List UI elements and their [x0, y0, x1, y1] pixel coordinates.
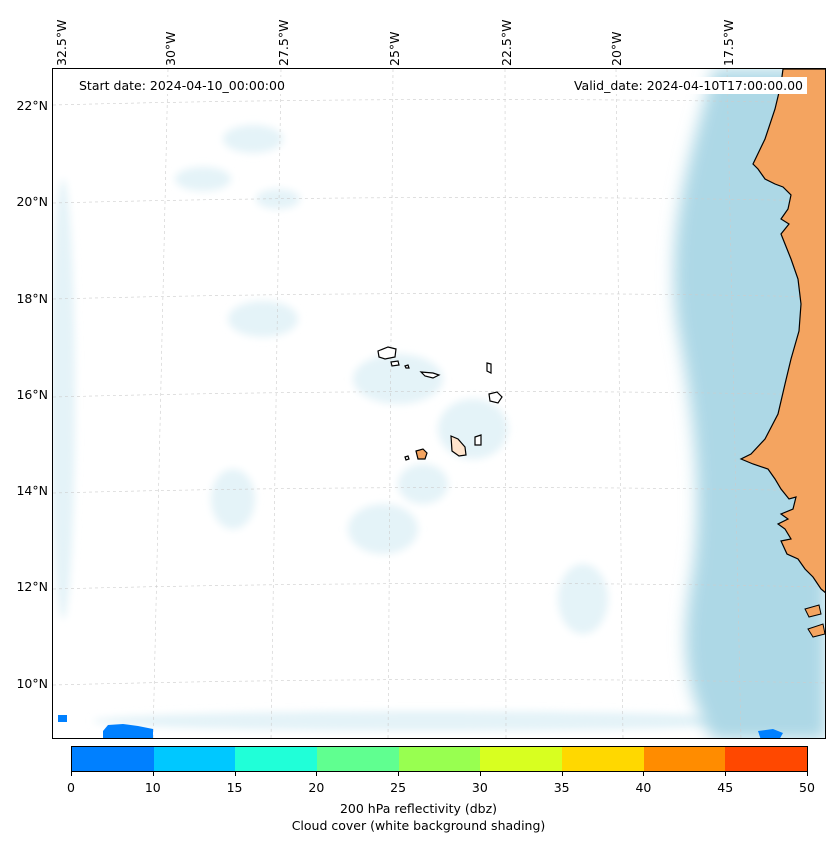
colorbar-tick: [807, 772, 808, 776]
cloud-patch: [558, 564, 608, 634]
gridline: [152, 69, 169, 738]
island-santa-luzia: [404, 364, 410, 369]
colorbar-tick-label: 40: [635, 780, 652, 795]
cloud-patch: [348, 504, 418, 554]
gridline: [387, 69, 394, 738]
cloud-patch: [93, 711, 773, 731]
gridline: [270, 69, 282, 738]
island-boa-vista: [488, 391, 503, 404]
colorbar-tick: [398, 772, 400, 776]
colorbar-tick-label: 30: [471, 780, 488, 795]
cloud-patch: [53, 179, 75, 619]
lon-label-25w: 25°W: [387, 31, 402, 66]
colorbar-tick-label: 50: [799, 780, 815, 795]
colorbar-tick-label: 20: [308, 780, 325, 795]
lat-label-18n: 18°N: [16, 291, 48, 306]
cloud-patch: [438, 399, 508, 459]
map-plot-area: Start date: 2024-04-10_00:00:00 Valid_da…: [52, 68, 826, 739]
faint-cloud-patches: [53, 125, 773, 731]
island-maio: [474, 434, 482, 446]
colorbar-segment: [317, 747, 399, 771]
colorbar-tick: [561, 772, 563, 776]
colorbar-tick: [643, 772, 645, 776]
colorbar-segment: [643, 747, 726, 771]
lat-label-12n: 12°N: [16, 579, 48, 594]
reflectivity-patch: [758, 729, 783, 738]
colorbar-segment: [72, 747, 154, 771]
island-santiago: [450, 435, 467, 457]
lon-label-22-5w: 22.5°W: [499, 19, 514, 66]
reflectivity-patch: [103, 724, 153, 738]
gridline: [53, 487, 825, 494]
colorbar-title: 200 hPa reflectivity (dbz): [339, 801, 498, 816]
lon-label-30w: 30°W: [163, 31, 178, 66]
gridlines: [53, 69, 825, 738]
lat-label-10n: 10°N: [16, 676, 48, 691]
colorbar-tick-label: 10: [144, 780, 161, 795]
reflectivity-colorbar: [71, 746, 808, 772]
colorbar-tick: [479, 772, 481, 776]
start-date-label: Start date: 2024-04-10_00:00:00: [75, 77, 289, 94]
colorbar-segment: [480, 747, 563, 771]
gridline: [53, 293, 825, 300]
mainland-islet: [804, 604, 822, 618]
colorbar-segment: [235, 747, 318, 771]
lat-label-16n: 16°N: [16, 387, 48, 402]
gridline: [53, 391, 825, 398]
lon-label-27-5w: 27.5°W: [276, 19, 291, 66]
cloud-patch: [398, 464, 448, 504]
cloud-patch: [223, 125, 283, 153]
colorbar-tick-label: 35: [553, 780, 570, 795]
colorbar-segment: [153, 747, 236, 771]
gridline: [504, 69, 507, 738]
island-sao-vicente: [390, 360, 400, 367]
cloud-patch: [175, 167, 231, 191]
island-sao-nicolau: [419, 371, 441, 379]
cloud-patch: [211, 469, 255, 529]
colorbar-tick-label: 25: [390, 780, 407, 795]
colorbar-tick: [316, 772, 318, 776]
colorbar-tick-label: 15: [226, 780, 243, 795]
gridline: [53, 679, 825, 686]
gridline: [615, 69, 624, 738]
map-canvas: [53, 69, 825, 738]
lat-label-20n: 20°N: [16, 194, 48, 209]
island-fogo: [415, 448, 428, 460]
lat-label-22n: 22°N: [16, 98, 48, 113]
lon-label-32-5w: 32.5°W: [54, 19, 69, 66]
reflectivity-patch: [58, 715, 67, 722]
valid-date-label: Valid_date: 2024-04-10T17:00:00.00: [569, 77, 807, 94]
gridline: [53, 583, 825, 590]
colorbar-segment: [562, 747, 644, 771]
colorbar-tick: [725, 772, 727, 776]
island-sal: [486, 362, 492, 374]
colorbar-segment: [398, 747, 481, 771]
cloud-patch: [256, 189, 300, 209]
colorbar-tick: [71, 772, 72, 776]
colorbar-tick: [152, 772, 154, 776]
island-santo-antao: [377, 346, 397, 360]
gridline: [53, 197, 825, 204]
colorbar-tick: [234, 772, 236, 776]
reflectivity-patches: [58, 715, 783, 738]
lon-label-17-5w: 17.5°W: [721, 19, 736, 66]
colorbar-tick-label: 45: [717, 780, 734, 795]
island-brava: [404, 455, 410, 461]
gridline: [53, 99, 825, 106]
colorbar-segment: [725, 747, 808, 771]
cape-verde-islands: [377, 346, 503, 461]
lat-label-14n: 14°N: [16, 483, 48, 498]
african-mainland: [739, 69, 825, 594]
colorbar-subtitle: Cloud cover (white background shading): [291, 818, 546, 833]
colorbar-tick-label: 0: [67, 780, 75, 795]
lon-label-20w: 20°W: [609, 31, 624, 66]
gridline: [726, 69, 742, 738]
mainland-islet: [807, 623, 825, 638]
cloud-patch: [228, 301, 298, 337]
